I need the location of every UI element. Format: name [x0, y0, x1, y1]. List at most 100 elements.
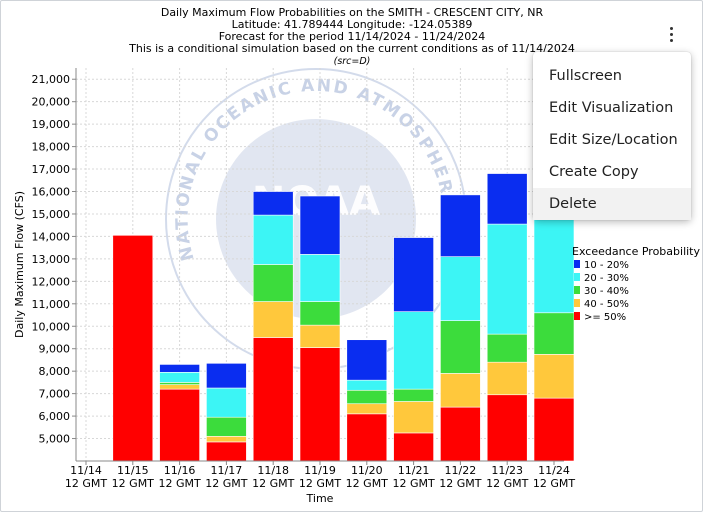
x-tick-label-time: 12 GMT: [392, 477, 435, 490]
bar-segment: [299, 195, 341, 255]
chart-axes: 5,000 6,000 7,000 8,000 9,000 10,000 11,000 12,…: [13, 68, 575, 505]
bar-segment: [159, 364, 200, 373]
y-tick-label: 10,000: [32, 320, 71, 333]
legend-swatch: [574, 260, 580, 268]
y-axis-label: Daily Maximum Flow (CFS): [13, 191, 26, 338]
x-tick-label-time: 12 GMT: [533, 477, 576, 490]
bar-segment: [440, 320, 481, 374]
bar-segment: [486, 223, 528, 335]
y-tick-label: 17,000: [32, 163, 71, 176]
bar-segment: [159, 382, 200, 385]
x-tick-label-date: 11/19: [304, 464, 336, 477]
chart-options-menu: Fullscreen Edit Visualization Edit Size/…: [533, 52, 691, 220]
chart-source-note: (src=D): [334, 56, 371, 67]
legend-entry-label: 40 - 50%: [584, 299, 629, 310]
x-tick-label-time: 12 GMT: [439, 477, 482, 490]
bar-segment: [252, 264, 294, 302]
bar-segment: [393, 388, 434, 402]
x-tick-label-time: 12 GMT: [205, 477, 248, 490]
legend-swatch: [574, 299, 580, 307]
bar-segment: [393, 311, 434, 390]
x-tick-label-time: 12 GMT: [252, 477, 295, 490]
y-tick-label: 13,000: [32, 253, 71, 266]
bar-segment: [533, 312, 575, 355]
x-tick-label-time: 12 GMT: [486, 477, 529, 490]
chart-title-line: Forecast for the period 11/14/2024 - 11/…: [219, 30, 486, 43]
bar-segment: [533, 354, 575, 399]
x-tick-label-date: 11/20: [351, 464, 383, 477]
bar-segment: [533, 397, 575, 462]
chart-legend: Exceedance Probability 10 - 20% 20 - 30% 30…: [572, 245, 700, 323]
legend-entry-label: >= 50%: [584, 312, 626, 323]
x-tick-label-time: 12 GMT: [158, 477, 201, 490]
menu-item-create-copy[interactable]: Create Copy: [549, 164, 639, 180]
bar-segment: [252, 301, 294, 338]
menu-item-fullscreen[interactable]: Fullscreen: [549, 68, 622, 84]
y-tick-label: 5,000: [39, 433, 71, 446]
x-tick-label-date: 11/24: [538, 464, 570, 477]
x-tick-label-time: 12 GMT: [112, 477, 155, 490]
x-tick-label-date: 11/18: [257, 464, 289, 477]
y-tick-label: 15,000: [32, 208, 71, 221]
x-tick-label-date: 11/23: [491, 464, 523, 477]
y-tick-label: 21,000: [32, 73, 71, 86]
legend-swatch: [574, 312, 580, 320]
bar-segment: [440, 256, 481, 321]
y-tick-label: 20,000: [32, 96, 71, 109]
bar-segment: [346, 403, 388, 415]
bar-segment: [486, 173, 528, 225]
bar-segment: [206, 416, 247, 437]
legend-title: Exceedance Probability: [572, 245, 700, 258]
y-tick-label: 11,000: [32, 298, 71, 311]
bar-segment: [486, 394, 528, 462]
y-tick-label: 18,000: [32, 141, 71, 154]
bar-segment: [486, 361, 528, 396]
x-tick-label-date: 11/16: [164, 464, 196, 477]
x-axis-label: Time: [306, 492, 334, 505]
bar-segment: [159, 371, 200, 383]
bar-segment: [252, 337, 294, 462]
bar-segment: [112, 235, 154, 462]
bar-segment: [440, 373, 481, 408]
x-tick-label-date: 11/22: [445, 464, 477, 477]
chart-title: Daily Maximum Flow Probabilities on the …: [128, 6, 575, 67]
legend-entry-label: 10 - 20%: [584, 260, 629, 271]
bar-segment: [252, 214, 294, 265]
menu-item-delete[interactable]: Delete: [533, 188, 691, 220]
y-tick-label: 14,000: [32, 230, 71, 243]
x-tick-label-date: 11/21: [398, 464, 430, 477]
bar-segment: [346, 339, 388, 381]
legend-entry-label: 30 - 40%: [584, 286, 629, 297]
y-tick-label: 19,000: [32, 118, 71, 131]
chart-title-line: Daily Maximum Flow Probabilities on the …: [161, 6, 544, 19]
bar-segment: [206, 363, 247, 389]
bar-segment: [440, 194, 481, 257]
x-tick-label-time: 12 GMT: [299, 477, 342, 490]
bar-segment: [440, 406, 481, 462]
bar-segment: [486, 333, 528, 363]
bar-segment: [346, 389, 388, 405]
bar-segment: [299, 324, 341, 348]
more-options-icon[interactable]: [661, 23, 681, 45]
menu-item-edit-visualization[interactable]: Edit Visualization: [549, 100, 674, 116]
bar-segment: [159, 384, 200, 390]
bar-segment: [393, 237, 434, 312]
legend-swatch: [574, 273, 580, 281]
y-tick-label: 7,000: [39, 388, 71, 401]
bar-segment: [252, 191, 294, 216]
y-tick-label: 6,000: [39, 410, 71, 423]
bar-segment: [299, 347, 341, 462]
menu-item-edit-size-location[interactable]: Edit Size/Location: [549, 132, 678, 148]
legend-entry-label: 20 - 30%: [584, 273, 629, 284]
bar-segment: [346, 379, 388, 391]
y-tick-label: 16,000: [32, 186, 71, 199]
y-tick-label: 12,000: [32, 275, 71, 288]
bar-segment: [206, 387, 247, 418]
x-tick-label-date: 11/15: [117, 464, 149, 477]
bar-segment: [299, 301, 341, 326]
x-tick-label-date: 11/17: [211, 464, 243, 477]
x-tick-label-time: 12 GMT: [65, 477, 108, 490]
chart-title-line: Latitude: 41.789444 Longitude: -124.0538…: [232, 18, 473, 31]
y-tick-label: 9,000: [39, 343, 71, 356]
